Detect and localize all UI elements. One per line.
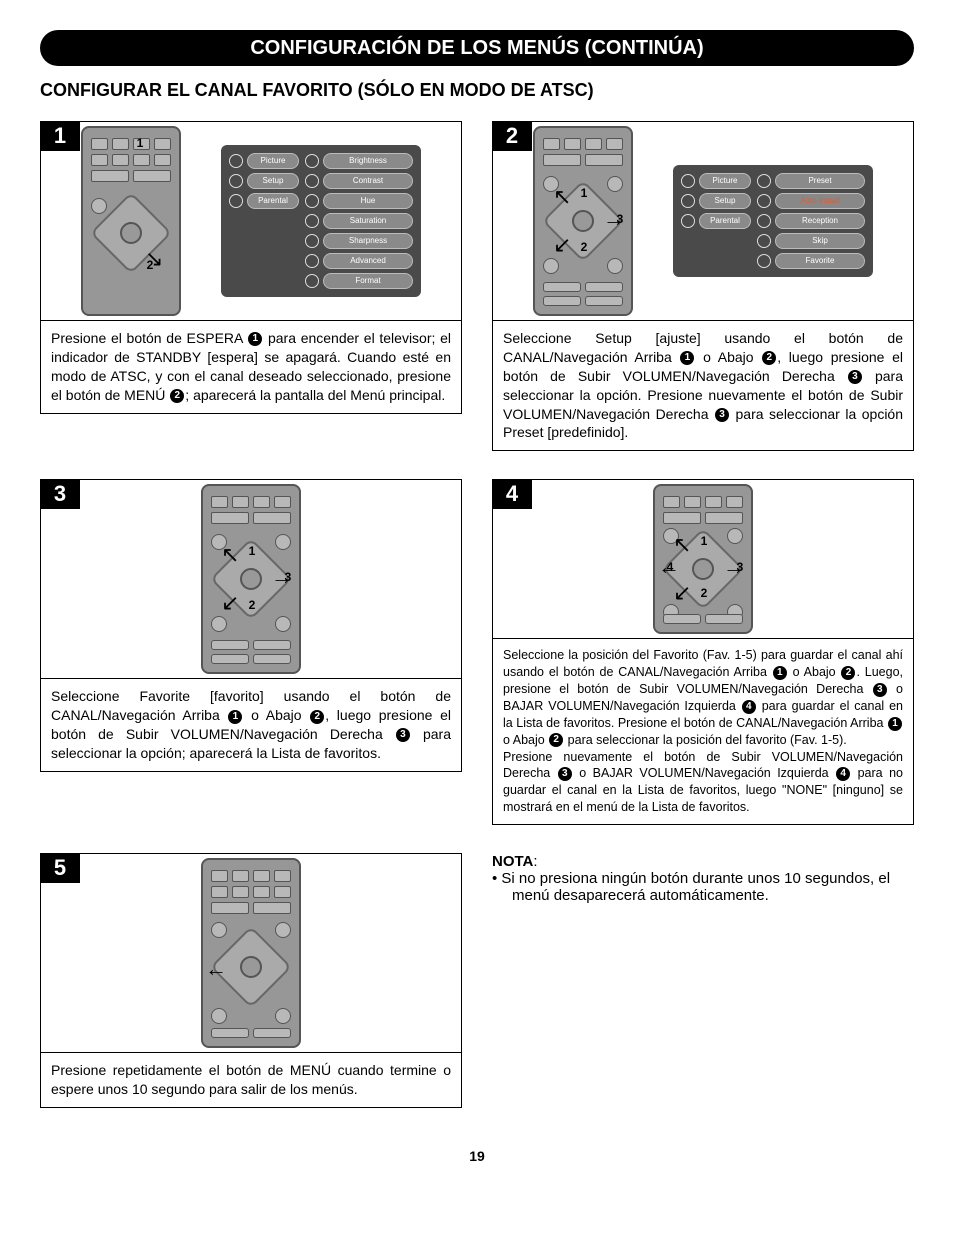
section-title: CONFIGURAR EL CANAL FAVORITO (SÓLO EN MO…	[40, 80, 914, 101]
step-badge: 5	[40, 853, 80, 883]
step-1: 1 1 2 ↘ Picture Setup	[40, 121, 462, 451]
step-badge: 1	[40, 121, 80, 151]
caption: Seleccione Setup [ajuste] usando el botó…	[492, 321, 914, 451]
caption: Presione repetidamente el botón de MENÚ …	[40, 1053, 462, 1108]
note-list: Si no presiona ningún botón durante unos…	[492, 870, 914, 904]
header-bar: CONFIGURACIÓN DE LOS MENÚS (CONTINÚA)	[40, 30, 914, 66]
step-badge: 4	[492, 479, 532, 509]
caption: Seleccione Favorite [favorito] usando el…	[40, 679, 462, 772]
illustration-box: 1 2 3 ↖ ↙ → Picture Setup Parental Prese…	[492, 121, 914, 321]
illustration-box: ←	[40, 853, 462, 1053]
header-title: CONFIGURACIÓN DE LOS MENÚS (CONTINÚA)	[250, 37, 703, 60]
osd-menu: Picture Setup Parental Brightness Contra…	[221, 145, 421, 297]
step-2: 2 1 2 3	[492, 121, 914, 451]
remote-diagram: 1 2 3 ↖ ↙ →	[201, 484, 301, 674]
remote-diagram: 1 2 3 ↖ ↙ →	[533, 126, 633, 316]
step-4: 4 1 2 3 4	[492, 479, 914, 825]
illustration-box: 1 2 3 ↖ ↙ →	[40, 479, 462, 679]
illustration-box: 1 2 3 4 ↖ ↙ → ←	[492, 479, 914, 639]
remote-diagram: ←	[201, 858, 301, 1048]
note-block: NOTA: Si no presiona ningún botón durant…	[492, 853, 914, 1108]
colon: :	[533, 853, 537, 870]
caption: Presione el botón de ESPERA 1 para encen…	[40, 321, 462, 414]
note-item: Si no presiona ningún botón durante unos…	[492, 870, 914, 904]
step-3: 3 1 2 3	[40, 479, 462, 825]
steps-grid: 1 1 2 ↘ Picture Setup	[40, 121, 914, 1108]
step-badge: 3	[40, 479, 80, 509]
step-5: 5 ← Pres	[40, 853, 462, 1108]
caption: Seleccione la posición del Favorito (Fav…	[492, 639, 914, 825]
osd-menu: Picture Setup Parental Preset Auto Insta…	[673, 165, 873, 277]
page-number: 19	[40, 1148, 914, 1164]
illustration-box: 1 2 ↘ Picture Setup Parental Brightness …	[40, 121, 462, 321]
remote-diagram: 1 2 ↘	[81, 126, 181, 316]
step-badge: 2	[492, 121, 532, 151]
remote-diagram: 1 2 3 4 ↖ ↙ → ←	[653, 484, 753, 634]
note-label: NOTA	[492, 853, 533, 870]
